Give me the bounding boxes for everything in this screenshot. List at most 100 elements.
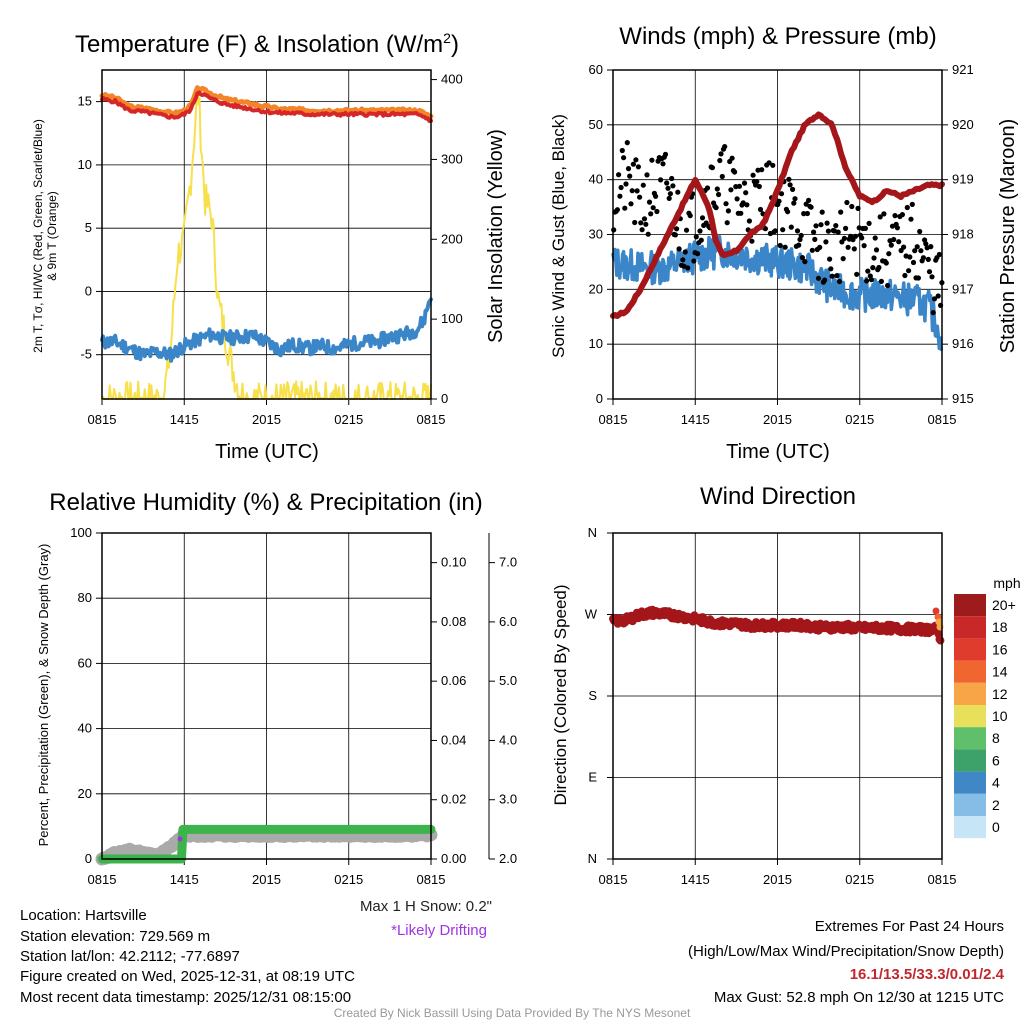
gust-point	[866, 220, 872, 226]
gust-point	[725, 208, 732, 214]
dir-ylabel-left: Direction (Colored By Speed)	[551, 584, 570, 805]
gust-point	[637, 194, 643, 200]
gust-point	[885, 282, 891, 289]
gust-point	[776, 198, 782, 204]
gust-point	[809, 247, 815, 253]
gust-point	[918, 248, 924, 254]
temp-ytick-label: -5	[80, 347, 92, 362]
temp-xtick-label: 1415	[170, 412, 199, 427]
rh-xtick-label: 0815	[88, 872, 117, 887]
gust-point	[630, 161, 637, 167]
gust-point	[759, 167, 765, 173]
max-gust-text: Max Gust: 52.8 mph On 12/30 at 1215 UTC	[713, 989, 1004, 1006]
dir-frame	[612, 532, 943, 860]
gust-point	[616, 172, 622, 178]
gust-point	[722, 144, 728, 150]
dir-ytick-label: E	[588, 770, 597, 785]
temp-ytick-label-right: 300	[441, 151, 463, 166]
rh-precip-ytick-label-right: 0.04	[441, 732, 466, 747]
wind-ytick-label-right: 920	[952, 117, 974, 132]
gust-point	[859, 235, 865, 241]
gust-point	[687, 213, 693, 219]
gust-point	[931, 296, 938, 302]
gust-point	[797, 236, 803, 243]
gust-point	[643, 221, 649, 227]
legend-label: 10	[992, 708, 1008, 724]
gust-point	[851, 246, 857, 252]
gust-point	[838, 209, 844, 215]
gust-point	[724, 220, 730, 226]
rh-snow-ytick-label-right: 2.0	[499, 851, 517, 866]
gust-point	[660, 161, 666, 167]
wind-ytick-label-right: 921	[952, 62, 974, 77]
legend-label: 0	[992, 819, 1000, 835]
gust-point	[844, 199, 850, 206]
legend-swatch	[954, 749, 986, 772]
temp-ytick-label-right: 0	[441, 391, 448, 406]
gust-point	[817, 244, 823, 250]
wind-ylabel-right: Station Pressure (Maroon)	[997, 119, 1019, 354]
gust-point	[891, 236, 897, 243]
gust-point	[827, 256, 833, 262]
gust-point	[792, 196, 798, 202]
wind-ytick-label: 60	[589, 62, 603, 77]
gust-point	[717, 157, 723, 164]
wind-ytick-label-right: 916	[952, 336, 974, 351]
recent-text: Most recent data timestamp: 2025/12/31 0…	[20, 989, 352, 1006]
series-wind-chill	[100, 297, 433, 363]
dir-xtick-label: 0815	[928, 872, 957, 887]
legend-label: 16	[992, 641, 1008, 657]
gust-point	[802, 259, 808, 265]
temp-ytick-label-right: 200	[441, 231, 463, 246]
gust-point	[876, 264, 882, 271]
gust-point	[667, 191, 674, 197]
gust-point	[650, 205, 656, 211]
extremes-subtitle: (High/Low/Max Wind/Precipitation/Snow De…	[688, 943, 1004, 960]
gust-point	[796, 242, 802, 248]
legend-label: 20+	[992, 597, 1016, 613]
temp-frame	[101, 69, 432, 400]
gust-point	[841, 235, 848, 241]
rh-ylabel-left: Percent, Precipitation (Green), & Snow D…	[36, 544, 51, 847]
gust-point	[798, 232, 804, 239]
wind-ytick-label-right: 917	[952, 281, 974, 296]
gust-point	[634, 188, 640, 194]
gust-point	[732, 169, 738, 175]
gust-point	[786, 176, 792, 182]
gust-point	[685, 265, 691, 271]
gust-point	[621, 155, 627, 161]
rh-precip-ytick-label-right: 0.06	[441, 673, 466, 688]
temp-xtick-label: 2015	[252, 412, 281, 427]
gust-point	[840, 256, 846, 262]
gust-point	[894, 225, 901, 231]
gust-point	[864, 278, 870, 284]
gust-point	[697, 228, 703, 234]
gust-point	[819, 209, 825, 215]
gust-point	[736, 183, 743, 189]
gust-point	[622, 205, 628, 211]
direction-point	[932, 607, 940, 615]
wind-ytick-label-right: 918	[952, 227, 974, 242]
gust-point	[635, 164, 642, 170]
temp-ylabel-left-2: & 9m T (Orange)	[45, 191, 59, 281]
gust-point	[791, 200, 797, 206]
wind-ytick-label-right: 919	[952, 172, 974, 187]
wind-ylabel-left: Sonic Wind & Gust (Blue, Black)	[549, 114, 568, 358]
gust-point	[834, 273, 840, 279]
temp-ylabel-left: 2m T, Tσ, HI/WC (Red, Green, Scarlet/Blu…	[31, 119, 45, 353]
direction-point	[936, 636, 945, 645]
gust-point	[824, 220, 830, 226]
gust-point	[845, 244, 851, 250]
gust-point	[825, 228, 832, 234]
snow-max-note: Max 1 H Snow: 0.2"	[359, 898, 492, 915]
gust-point	[925, 256, 931, 262]
gust-point	[823, 239, 829, 245]
temp-panel-title: Temperature (F) & Insolation (W/m2)	[75, 30, 459, 58]
temp-xtick-label: 0815	[417, 412, 446, 427]
gust-point	[640, 182, 646, 188]
rh-snow-ytick-label-right: 3.0	[499, 792, 517, 807]
gust-point	[614, 207, 621, 213]
dir-xtick-label: 0815	[599, 872, 628, 887]
gust-point	[704, 185, 711, 191]
